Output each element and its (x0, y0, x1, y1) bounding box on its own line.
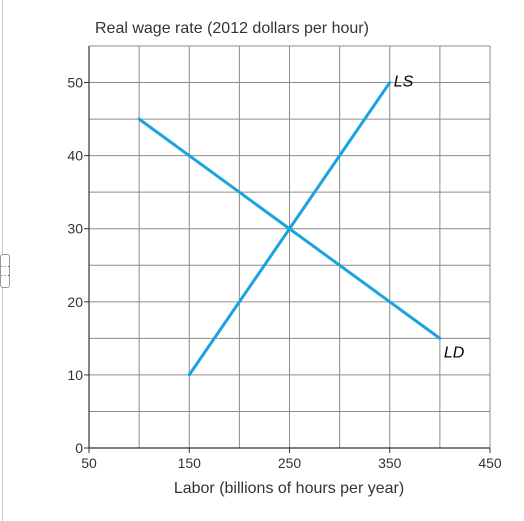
series-line-ld (137, 117, 442, 340)
resize-handle[interactable]: ⋮⋮ (0, 254, 11, 288)
y-tick-label: 20 (67, 294, 83, 310)
series-label-ld: LD (444, 344, 465, 361)
x-axis-title: Labor (billions of hours per year) (174, 480, 404, 497)
y-tick-label: 50 (67, 75, 83, 91)
x-tick-label: 50 (81, 455, 97, 471)
x-tick-label: 450 (478, 455, 502, 471)
y-tick-label: 0 (75, 440, 83, 456)
grid-lines (89, 45, 491, 448)
series-label-ls: LS (394, 74, 414, 91)
y-tick-label: 30 (67, 221, 83, 237)
series-group: LS LD (137, 74, 465, 377)
y-tick-label: 10 (67, 367, 83, 383)
y-axis-title: Real wage rate (2012 dollars per hour) (95, 20, 369, 37)
x-tick-labels: 50 150 250 350 450 (81, 448, 502, 471)
x-tick-label: 350 (378, 455, 402, 471)
grip-icon: ⋮⋮ (0, 262, 11, 280)
x-tick-label: 150 (178, 455, 202, 471)
x-tick-label: 250 (278, 455, 302, 471)
y-tick-label: 40 (67, 148, 83, 164)
y-tick-labels: 0 10 20 30 40 50 (67, 75, 89, 456)
